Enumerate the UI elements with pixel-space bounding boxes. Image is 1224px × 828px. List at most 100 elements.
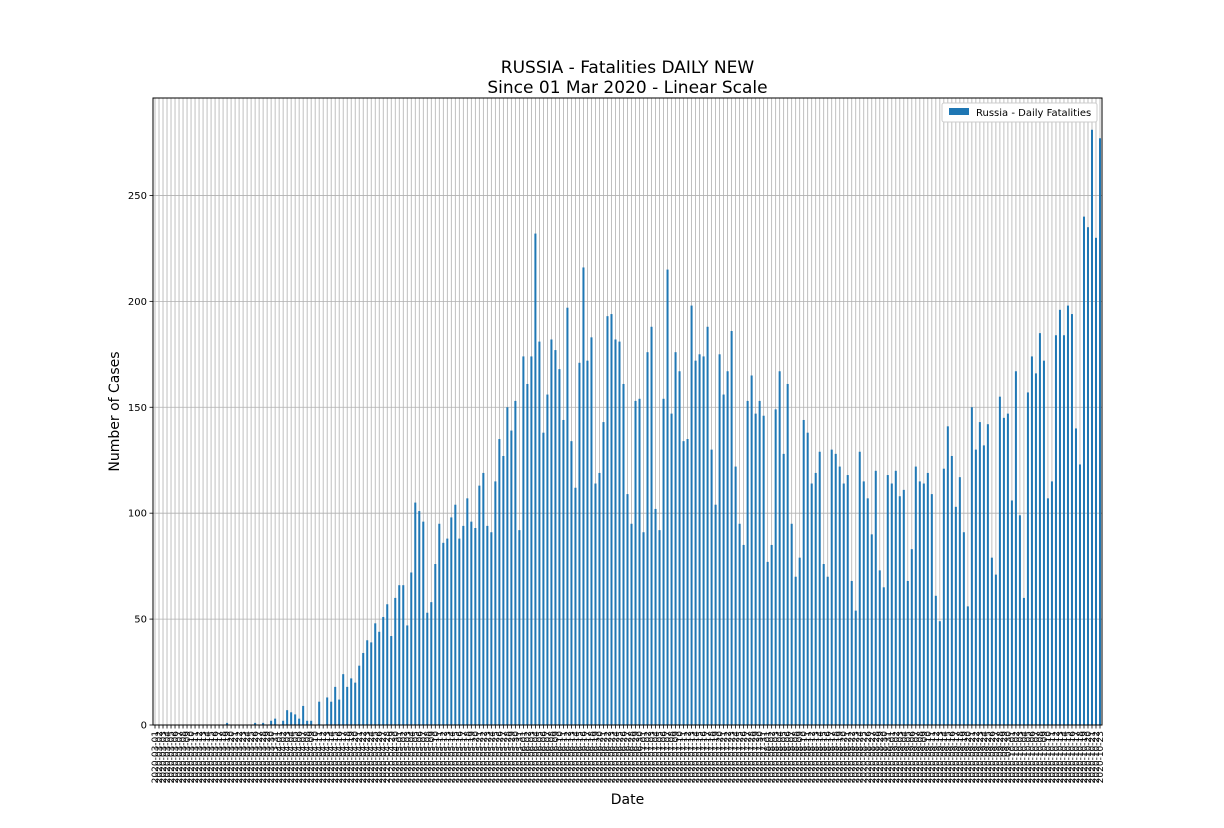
x-tick-label: 2020-05-22 (479, 731, 489, 783)
x-tick-label: 2020-07-24 (732, 731, 742, 784)
legend: Russia - Daily Fatalities (941, 102, 1098, 123)
x-tick-label: 2020-04-11 (315, 731, 325, 783)
x-tick-label: 2020-09-13 (936, 731, 946, 783)
bar (938, 621, 941, 725)
x-tick-label: 2020-06-19 (591, 731, 601, 784)
bar (794, 576, 797, 725)
x-tick-label: 2020-04-14 (327, 731, 337, 784)
x-tick-label: 2020-07-19 (712, 731, 722, 784)
bar (782, 453, 785, 725)
x-tick-label: 2020-09-09 (920, 731, 930, 784)
bar (550, 339, 553, 725)
bar (710, 449, 713, 725)
bar (586, 360, 589, 725)
y-axis-ticks: 0 50 100 150 200 250 (128, 191, 153, 732)
y-tick-label: 0 (141, 721, 147, 732)
x-tick-label: 2020-03-22 (235, 731, 245, 783)
x-tick-label: 2020-05-01 (395, 731, 405, 783)
x-tick-label: 2020-09-17 (952, 731, 962, 783)
x-tick-label: 2020-08-17 (828, 731, 838, 783)
x-tick-label: 2020-08-08 (792, 731, 802, 784)
x-tick-label: 2020-07-28 (748, 731, 758, 784)
x-tick-label: 2020-09-29 (1000, 731, 1010, 784)
bar (706, 326, 709, 725)
bar (418, 511, 421, 725)
bar (626, 494, 629, 725)
x-tick-label: 2020-07-16 (700, 731, 710, 784)
bar (786, 383, 789, 725)
x-tick-label: 2020-03-03 (159, 731, 169, 783)
bar (602, 422, 605, 725)
bar (722, 394, 725, 725)
bar (878, 570, 881, 725)
bar (970, 407, 973, 725)
x-tick-label: 2020-10-09 (1040, 731, 1050, 784)
x-tick-label: 2020-06-17 (583, 731, 593, 783)
x-tick-label: 2020-06-01 (519, 731, 529, 783)
bar (398, 585, 401, 725)
x-tick-label: 2020-05-03 (403, 731, 413, 783)
bar (926, 472, 929, 725)
bar (390, 636, 393, 725)
bar (678, 371, 681, 725)
bar (814, 472, 817, 725)
bar (650, 326, 653, 725)
x-tick-label: 2020-05-24 (487, 731, 497, 784)
x-tick-label: 2020-04-20 (351, 731, 361, 784)
x-tick-label: 2020-03-19 (223, 731, 233, 784)
bar (966, 606, 969, 725)
bar (606, 316, 609, 725)
bar (1066, 305, 1069, 725)
bar (890, 483, 893, 725)
legend-box (941, 102, 1098, 123)
bar (346, 686, 349, 725)
x-tick-label: 2020-10-21 (1088, 731, 1098, 783)
bar (1094, 237, 1097, 725)
bar (630, 523, 633, 725)
legend-swatch (949, 108, 969, 115)
bar (698, 354, 701, 725)
bar (1090, 129, 1093, 725)
bar (446, 538, 449, 725)
x-tick-label: 2020-07-23 (728, 731, 738, 783)
chart-title: RUSSIA - Fatalities DAILY NEW (501, 58, 755, 78)
x-tick-label: 2020-05-30 (511, 731, 521, 784)
bar (638, 398, 641, 725)
bar (350, 678, 353, 725)
bar (874, 470, 877, 725)
x-tick-label: 2020-08-22 (848, 731, 858, 783)
bar (718, 354, 721, 725)
y-tick-label: 50 (134, 615, 147, 626)
bar (642, 532, 645, 725)
x-tick-label: 2020-04-18 (343, 731, 353, 784)
x-tick-label: 2020-04-01 (275, 731, 285, 783)
x-tick-label: 2020-03-26 (251, 731, 261, 784)
x-tick-label: 2020-07-01 (640, 731, 650, 783)
bar (538, 341, 541, 725)
x-tick-label: 2020-09-19 (960, 731, 970, 784)
x-tick-label: 2020-04-25 (371, 731, 381, 783)
bar (866, 498, 869, 725)
bar (810, 483, 813, 725)
x-tick-label: 2020-06-07 (543, 731, 553, 783)
x-tick-label: 2020-03-18 (219, 731, 229, 784)
bar (1006, 413, 1009, 725)
x-tick-label: 2020-06-18 (587, 731, 597, 784)
bar (414, 502, 417, 725)
x-tick-label: 2020-06-30 (636, 731, 646, 784)
x-tick-label: 2020-03-25 (247, 731, 257, 783)
x-tick-label: 2020-08-15 (820, 731, 830, 783)
x-tick-label: 2020-10-01 (1008, 731, 1018, 783)
bar (578, 362, 581, 725)
bar (326, 697, 329, 725)
bar (370, 642, 373, 725)
x-tick-label: 2020-04-24 (367, 731, 377, 784)
x-tick-label: 2020-03-10 (187, 731, 197, 784)
bar (450, 517, 453, 725)
bar (994, 574, 997, 725)
bar (1050, 481, 1053, 725)
bar (358, 665, 361, 725)
x-tick-label: 2020-08-29 (876, 731, 886, 784)
x-tick-label: 2020-03-28 (259, 731, 269, 784)
x-tick-label: 2020-09-21 (968, 731, 978, 783)
